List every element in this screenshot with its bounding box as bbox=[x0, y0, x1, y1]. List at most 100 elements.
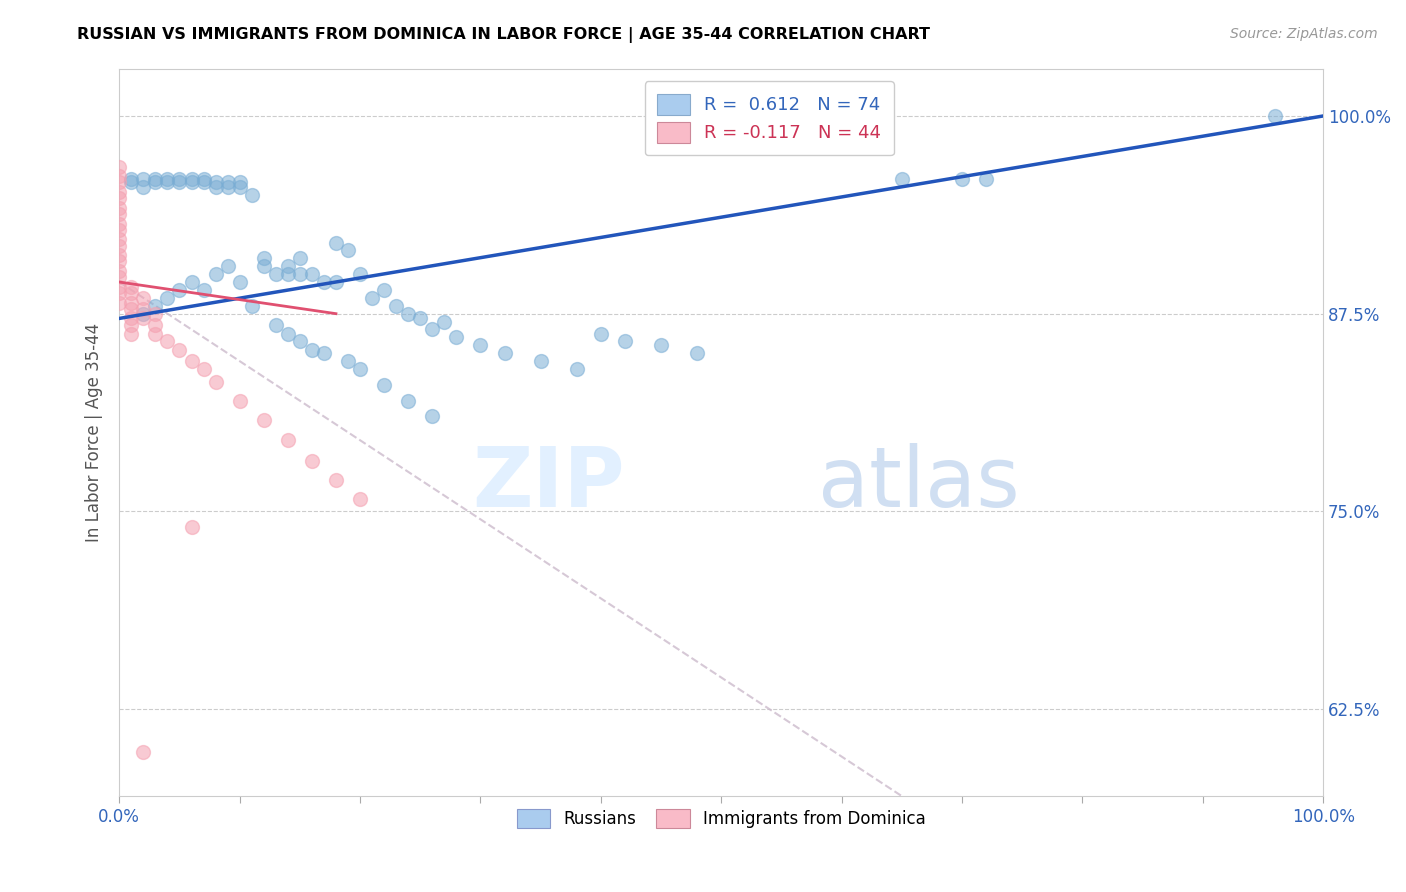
Point bbox=[277, 267, 299, 281]
Point bbox=[108, 160, 131, 174]
Point bbox=[396, 393, 419, 408]
Point bbox=[132, 180, 155, 194]
Point bbox=[325, 275, 347, 289]
Point bbox=[145, 175, 167, 189]
Point bbox=[565, 362, 588, 376]
Point bbox=[108, 264, 131, 278]
Legend: Russians, Immigrants from Dominica: Russians, Immigrants from Dominica bbox=[510, 803, 932, 835]
Point bbox=[204, 267, 226, 281]
Text: Source: ZipAtlas.com: Source: ZipAtlas.com bbox=[1230, 27, 1378, 41]
Point bbox=[373, 377, 395, 392]
Point bbox=[650, 338, 672, 352]
Point bbox=[1264, 109, 1286, 123]
Point bbox=[228, 393, 250, 408]
Point bbox=[396, 307, 419, 321]
Point bbox=[420, 322, 443, 336]
Point bbox=[120, 175, 142, 189]
Point bbox=[120, 311, 142, 326]
Point bbox=[120, 327, 142, 342]
Point bbox=[108, 201, 131, 215]
Point bbox=[240, 299, 263, 313]
Point bbox=[950, 172, 973, 186]
Point bbox=[494, 346, 516, 360]
Point bbox=[613, 334, 636, 348]
Point bbox=[156, 291, 179, 305]
Point bbox=[156, 172, 179, 186]
Y-axis label: In Labor Force | Age 35-44: In Labor Force | Age 35-44 bbox=[86, 323, 103, 541]
Point bbox=[132, 172, 155, 186]
Point bbox=[180, 354, 202, 368]
Point bbox=[108, 270, 131, 285]
Point bbox=[530, 354, 553, 368]
Point bbox=[108, 223, 131, 237]
Point bbox=[433, 315, 456, 329]
Point bbox=[145, 318, 167, 332]
Point bbox=[193, 175, 215, 189]
Point bbox=[337, 354, 360, 368]
Point bbox=[288, 252, 311, 266]
Point bbox=[108, 175, 131, 189]
Point bbox=[120, 280, 142, 294]
Point bbox=[108, 169, 131, 183]
Point bbox=[169, 172, 191, 186]
Point bbox=[120, 295, 142, 310]
Point bbox=[132, 745, 155, 759]
Point bbox=[169, 175, 191, 189]
Point bbox=[349, 267, 371, 281]
Point bbox=[180, 275, 202, 289]
Point bbox=[193, 172, 215, 186]
Point bbox=[193, 283, 215, 297]
Point bbox=[264, 267, 287, 281]
Point bbox=[301, 454, 323, 468]
Point bbox=[108, 286, 131, 301]
Point bbox=[890, 172, 912, 186]
Point bbox=[288, 334, 311, 348]
Point bbox=[361, 291, 384, 305]
Point bbox=[409, 311, 432, 326]
Point bbox=[108, 232, 131, 246]
Point bbox=[132, 301, 155, 316]
Point bbox=[288, 267, 311, 281]
Text: ZIP: ZIP bbox=[472, 442, 624, 524]
Point bbox=[349, 362, 371, 376]
Point bbox=[132, 311, 155, 326]
Point bbox=[301, 343, 323, 357]
Point bbox=[156, 175, 179, 189]
Point bbox=[446, 330, 468, 344]
Point bbox=[325, 235, 347, 250]
Point bbox=[169, 283, 191, 297]
Point bbox=[277, 259, 299, 273]
Point bbox=[337, 244, 360, 258]
Point bbox=[253, 259, 276, 273]
Point bbox=[156, 334, 179, 348]
Point bbox=[204, 175, 226, 189]
Point bbox=[217, 180, 239, 194]
Point bbox=[325, 473, 347, 487]
Text: atlas: atlas bbox=[817, 442, 1019, 524]
Point bbox=[180, 172, 202, 186]
Point bbox=[217, 259, 239, 273]
Point bbox=[120, 172, 142, 186]
Point bbox=[145, 299, 167, 313]
Point bbox=[108, 207, 131, 221]
Point bbox=[180, 520, 202, 534]
Text: RUSSIAN VS IMMIGRANTS FROM DOMINICA IN LABOR FORCE | AGE 35-44 CORRELATION CHART: RUSSIAN VS IMMIGRANTS FROM DOMINICA IN L… bbox=[77, 27, 931, 43]
Point bbox=[589, 327, 612, 342]
Point bbox=[264, 318, 287, 332]
Point bbox=[204, 180, 226, 194]
Point bbox=[120, 301, 142, 316]
Point bbox=[312, 275, 335, 289]
Point bbox=[108, 254, 131, 268]
Point bbox=[145, 327, 167, 342]
Point bbox=[120, 318, 142, 332]
Point bbox=[169, 343, 191, 357]
Point bbox=[132, 307, 155, 321]
Point bbox=[228, 175, 250, 189]
Point bbox=[312, 346, 335, 360]
Point bbox=[204, 375, 226, 389]
Point bbox=[974, 172, 997, 186]
Point bbox=[253, 412, 276, 426]
Point bbox=[420, 409, 443, 424]
Point bbox=[349, 491, 371, 506]
Point bbox=[108, 280, 131, 294]
